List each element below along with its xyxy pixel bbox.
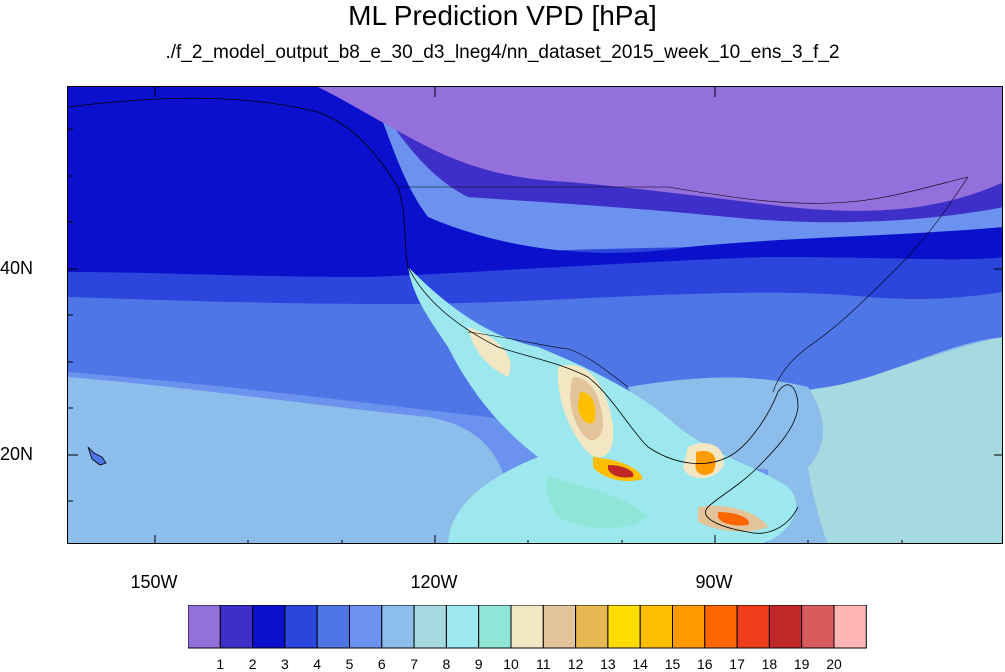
colorbar-swatch-15 [639,605,674,649]
field-level-18-southmex [608,465,634,478]
colorbar-swatch-9 [445,605,480,649]
colorbar-swatch-11 [510,605,544,649]
colorbar-label-13: 13 [600,656,616,672]
us-east-coast [772,176,969,393]
colorbar-swatch-3 [252,605,286,649]
colorbar-swatch-7 [381,605,415,649]
lat-label-40n: 40N [0,258,34,278]
colorbar-swatch-16 [672,605,706,649]
colorbar-swatch-21 [833,605,867,649]
colorbar-label-16: 16 [697,656,713,672]
colorbar-swatch-20 [801,605,835,649]
colorbar-label-11: 11 [536,656,551,672]
colorbar-swatch-2 [219,605,254,649]
colorbar-swatch-19 [768,605,803,649]
colorbar-label-3: 3 [280,656,289,672]
colorbar-label-8: 8 [442,656,451,672]
field-level-14-central [578,392,596,424]
field-level-7-pacific [68,377,510,543]
colorbar-swatch-5 [316,605,350,649]
colorbar-label-17: 17 [729,656,745,672]
colorbar-label-5: 5 [345,656,354,672]
map-subtitle: ./f_2_model_output_b8_e_30_d3_lneg4/nn_d… [165,42,840,63]
field-level-1 [318,87,1002,211]
colorbar-label-14: 14 [632,656,648,672]
colorbar-label-6: 6 [377,656,386,672]
colorbar-swatch-17 [704,605,738,649]
lat-label-20n: 20N [0,444,34,464]
lon-label-150w: 150W [130,572,178,592]
us-border [398,176,969,204]
colorbar-label-9: 9 [474,656,483,672]
colorbar [188,605,867,649]
colorbar-swatch-10 [478,605,512,649]
map-ticks [68,87,1002,543]
colorbar-swatch-12 [542,605,577,649]
field-level-11-sonora [468,327,511,377]
colorbar-label-15: 15 [664,656,681,672]
colorbar-label-20: 20 [826,656,842,672]
lon-label-90w: 90W [695,572,733,592]
us-mexico-border [467,331,629,388]
vpd-map [67,86,1003,544]
colorbar-label-2: 2 [248,656,257,672]
colorbar-label-19: 19 [793,656,810,672]
field-level-3 [68,87,1002,277]
field-level-10-mexico [546,477,648,529]
map-title: ML Prediction VPD [hPa] [348,0,657,31]
colorbar-label-7: 7 [410,656,418,672]
colorbar-label-4: 4 [313,656,322,672]
colorbar-label-12: 12 [567,656,584,672]
colorbar-label-18: 18 [761,656,778,672]
coastline [68,97,799,534]
colorbar-swatch-1 [188,605,221,649]
colorbar-label-10: 10 [503,656,519,672]
lon-label-120w: 120W [410,572,458,592]
colorbar-swatch-14 [607,605,641,649]
hawaii [87,446,107,466]
colorbar-swatch-13 [575,605,609,649]
field-level-16-centralam [718,512,749,526]
field-level-8-atlantic [804,337,1002,543]
colorbar-swatch-6 [349,605,383,649]
colorbar-label-1: 1 [216,656,225,672]
colorbar-swatch-4 [284,605,318,649]
colorbar-swatch-8 [413,605,447,649]
colorbar-swatch-18 [736,605,770,649]
